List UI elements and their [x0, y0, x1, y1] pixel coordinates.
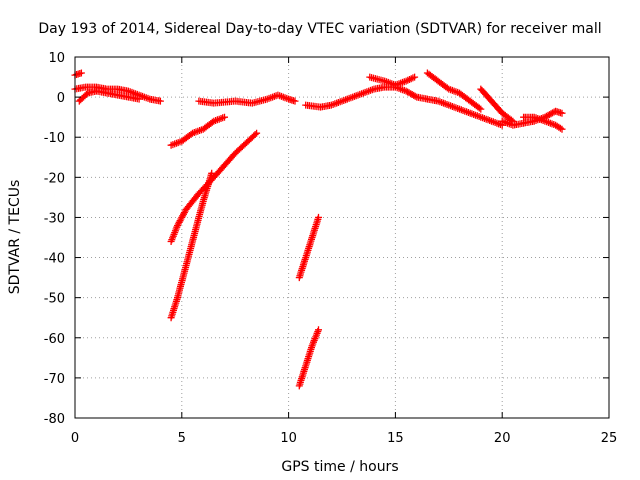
data-point-markers — [75, 87, 143, 105]
grid — [75, 57, 609, 418]
x-tick-label: 5 — [178, 431, 186, 446]
series-pass-6 — [167, 169, 216, 322]
data-point-markers — [295, 213, 322, 282]
series-pass-7 — [195, 91, 299, 107]
y-tick-label: -70 — [44, 372, 65, 387]
plot-frame — [74, 56, 610, 419]
y-tick-label: 0 — [57, 91, 65, 106]
data-point-markers — [167, 113, 228, 149]
y-tick-label: -80 — [44, 412, 65, 427]
y-tick-label: -20 — [44, 171, 65, 186]
data-point-markers — [167, 129, 261, 245]
x-tick-label: 20 — [494, 431, 511, 446]
data-point-markers — [520, 113, 566, 133]
series-pass-13 — [477, 85, 517, 125]
data-point-markers — [195, 91, 299, 107]
data-point-markers — [423, 69, 485, 113]
x-axis-label: GPS time / hours — [281, 459, 398, 475]
series-pass-11 — [366, 73, 419, 89]
data-point-markers — [366, 73, 419, 89]
y-tick-label: -50 — [44, 292, 65, 307]
series-pass-9 — [295, 326, 322, 390]
y-tick-label: -40 — [44, 252, 65, 267]
y-tick-label: -30 — [44, 211, 65, 226]
data-point-markers — [167, 169, 216, 322]
series-pass-4 — [167, 113, 228, 149]
data-point-markers — [295, 326, 322, 390]
x-tick-label: 15 — [387, 431, 404, 446]
chart-title: Day 193 of 2014, Sidereal Day-to-day VTE… — [38, 21, 601, 37]
axis-ticks: 0 5 10 15 20 25 10 0 -10 -20 -30 -40 -50 -60 -70 -80 — [44, 51, 618, 446]
y-tick-label: -60 — [44, 332, 65, 347]
data-point-markers — [71, 69, 85, 79]
y-axis-label: SDTVAR / TECUs — [7, 180, 23, 295]
series-pass-8 — [295, 213, 322, 282]
x-tick-label: 10 — [280, 431, 297, 446]
series-pass-3 — [75, 87, 143, 105]
y-tick-label: 10 — [48, 51, 65, 66]
series-pass-5 — [167, 129, 261, 245]
series-pass-15 — [520, 113, 566, 133]
data-points — [71, 69, 566, 390]
x-tick-label: 25 — [601, 431, 618, 446]
data-point-markers — [477, 85, 517, 125]
y-tick-label: -10 — [44, 131, 65, 146]
series-pass-12 — [423, 69, 485, 113]
x-tick-label: 0 — [71, 431, 79, 446]
series-pass-1 — [71, 69, 85, 79]
